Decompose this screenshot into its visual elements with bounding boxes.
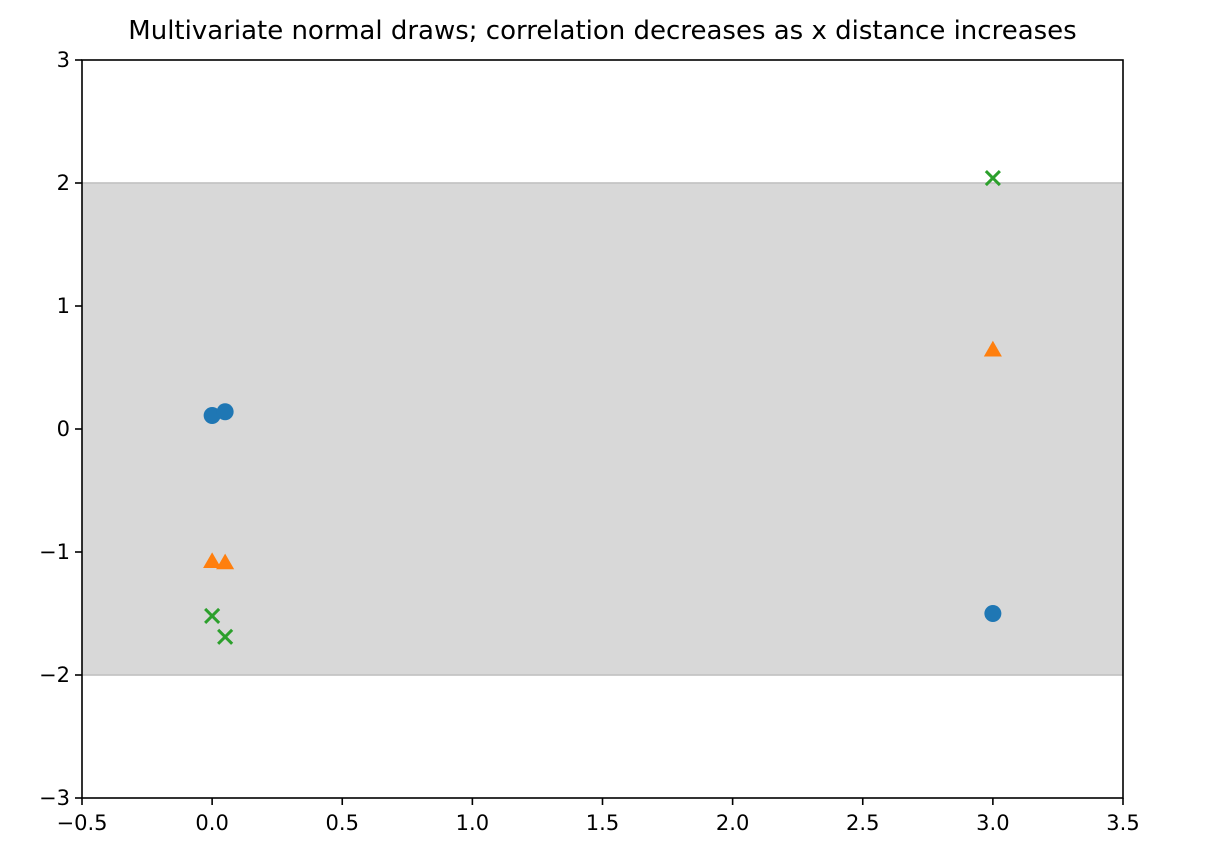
y-tick-label: −1 [39,540,70,564]
y-tick-label: −2 [39,663,70,687]
data-point-triangle [203,552,222,569]
data-point-x [984,170,1001,187]
data-point-circle [984,605,1002,622]
band-layer [82,182,1123,676]
y-tick-label: −3 [39,786,70,810]
x-tick-label: 0.0 [195,811,228,835]
y-tick-label: 2 [57,171,70,195]
x-tick-label: 3.5 [1106,811,1139,835]
axes-layer: −0.5 0.0 0.5 1.0 1.5 2.0 2.5 3.0 3.5 −3 −2 −1 0 1 2 3 [39,48,1140,835]
data-point-circle [216,403,234,421]
x-tick-label: 1.5 [586,811,619,835]
x-tick-label: 2.5 [846,811,879,835]
data-point-circle [203,406,221,424]
data-point-triangle [983,340,1002,357]
shaded-band [82,183,1123,675]
chart-title: Multivariate normal draws; correlation d… [128,16,1077,46]
x-tick-label: −0.5 [57,811,108,835]
data-point-x [204,607,221,625]
data-point-triangle [216,553,235,570]
x-tick-label: 1.0 [456,811,489,835]
y-tick-label: 3 [57,48,70,72]
marks-layer [203,170,1002,645]
x-tick-label: 0.5 [326,811,359,835]
y-tick-label: 1 [57,294,70,318]
data-point-x [217,628,234,645]
y-tick-label: 0 [57,417,70,441]
x-tick-label: 2.0 [716,811,749,835]
plot-frame [81,59,1124,799]
x-tick-label: 3.0 [976,811,1009,835]
